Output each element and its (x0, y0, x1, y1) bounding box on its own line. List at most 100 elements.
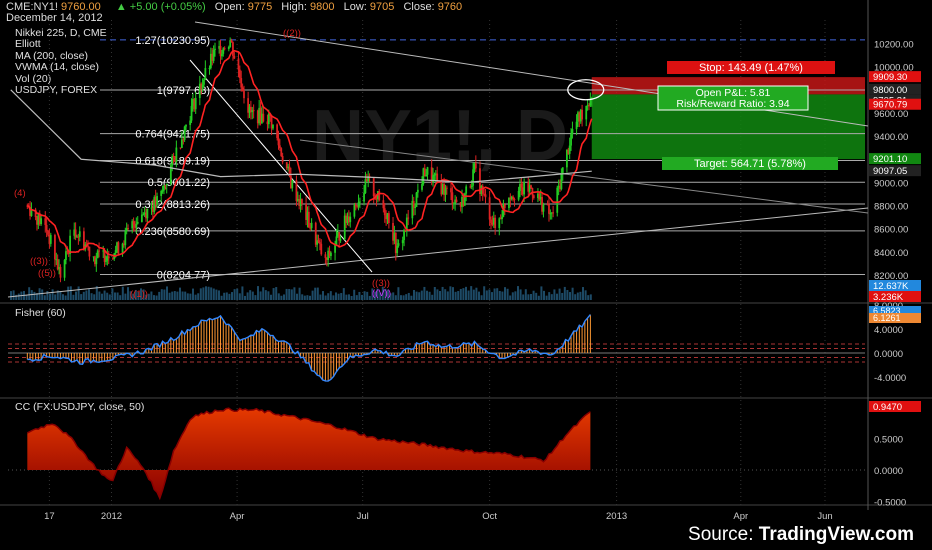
price-tag (869, 71, 921, 83)
candle-body (267, 113, 270, 125)
volume-bar (392, 292, 395, 300)
candle-body (45, 224, 48, 231)
volume-bar (210, 287, 213, 300)
candle-body (258, 107, 261, 124)
candle-body (426, 167, 429, 175)
volume-bar (153, 295, 155, 300)
legend-symbol: Nikkei 225, D, CME (15, 27, 107, 39)
candle-body (76, 236, 78, 238)
candle-body (349, 216, 352, 223)
volume-bar (25, 295, 28, 300)
cc-tag (869, 401, 921, 412)
volume-bar (36, 293, 38, 300)
candle-body (143, 212, 146, 215)
candle-body (227, 46, 230, 50)
candle-body (30, 209, 33, 216)
candle-body (96, 250, 99, 259)
volume-bar (186, 293, 189, 300)
candle-body (136, 221, 139, 224)
candle-body (367, 176, 370, 182)
candle-body (330, 252, 332, 257)
fisher-tag (869, 306, 921, 316)
candle-body (416, 189, 419, 193)
volume-bar (132, 293, 135, 300)
pnl-box (657, 85, 809, 111)
price-tag (869, 280, 921, 291)
candle-body (113, 253, 116, 259)
candle-body (541, 197, 543, 212)
volume-bar (30, 290, 33, 300)
volume-bar (246, 292, 249, 300)
candle-body (277, 137, 280, 146)
volume-bar (431, 294, 434, 300)
volume-bar (353, 289, 356, 300)
volume-bar (462, 288, 465, 300)
volume-bar (244, 295, 246, 300)
volume-bar (75, 291, 77, 300)
candle-body (509, 197, 512, 200)
candle-body (232, 42, 234, 56)
header-date: December 14, 2012 (6, 12, 103, 24)
volume-bar (571, 287, 574, 300)
volume-bar (259, 291, 262, 300)
volume-bar (168, 292, 171, 300)
elliott-label: ((3)) (372, 278, 390, 289)
volume-bar (558, 288, 561, 300)
volume-bar (127, 287, 129, 300)
price-tick-label: 8400.00 (874, 248, 908, 259)
volume-bar (124, 293, 127, 300)
candle-body (346, 216, 349, 223)
last-price: 9760.00 (61, 1, 101, 13)
candle-body (382, 200, 385, 209)
high-value: 9800 (310, 1, 335, 13)
volume-bar (145, 294, 148, 300)
candle-body (298, 198, 301, 206)
candle-body (440, 181, 443, 195)
candle-body (499, 218, 502, 220)
x-tick-label: Apr (230, 511, 245, 522)
volume-bar (423, 286, 426, 300)
candle-body (483, 193, 486, 195)
candle-body (36, 217, 38, 225)
candle-body (58, 266, 60, 270)
volume-bar (111, 288, 114, 300)
volume-bar (410, 295, 413, 300)
volume-bar (335, 292, 337, 300)
trendline (7, 207, 869, 298)
candle-body (142, 214, 145, 216)
volume-bar (254, 295, 257, 300)
candle-body (172, 156, 175, 158)
volume-bar (509, 295, 512, 300)
volume-bar (387, 289, 389, 300)
candle-body (484, 194, 487, 198)
volume-bar (418, 292, 421, 300)
candle-body (411, 200, 414, 219)
candle-body (404, 229, 407, 231)
candle-body (117, 242, 120, 255)
volume-bar (587, 295, 590, 300)
candle-body (452, 203, 455, 205)
candle-body (502, 204, 505, 217)
volume-bar (41, 289, 44, 300)
candle-body (581, 109, 583, 120)
volume-bar (51, 289, 54, 300)
volume-bar (62, 294, 64, 300)
stop-label: Stop: 143.49 (1.47%) (699, 62, 803, 74)
candle-body (320, 243, 323, 255)
volume-bar (563, 286, 566, 300)
volume-bar (467, 290, 470, 300)
candle-body (528, 185, 531, 192)
candle-body (281, 156, 284, 163)
candle-body (240, 78, 243, 88)
volume-bar (283, 294, 285, 300)
candle-body (63, 260, 66, 278)
volume-bar (459, 288, 462, 300)
volume-bar (493, 288, 496, 300)
volume-bar (17, 293, 20, 300)
candle-body (585, 105, 588, 120)
candle-body (473, 163, 476, 170)
target-box (662, 157, 838, 170)
candle-body (94, 256, 96, 265)
volume-bar (15, 294, 18, 300)
candle-body (422, 168, 425, 184)
